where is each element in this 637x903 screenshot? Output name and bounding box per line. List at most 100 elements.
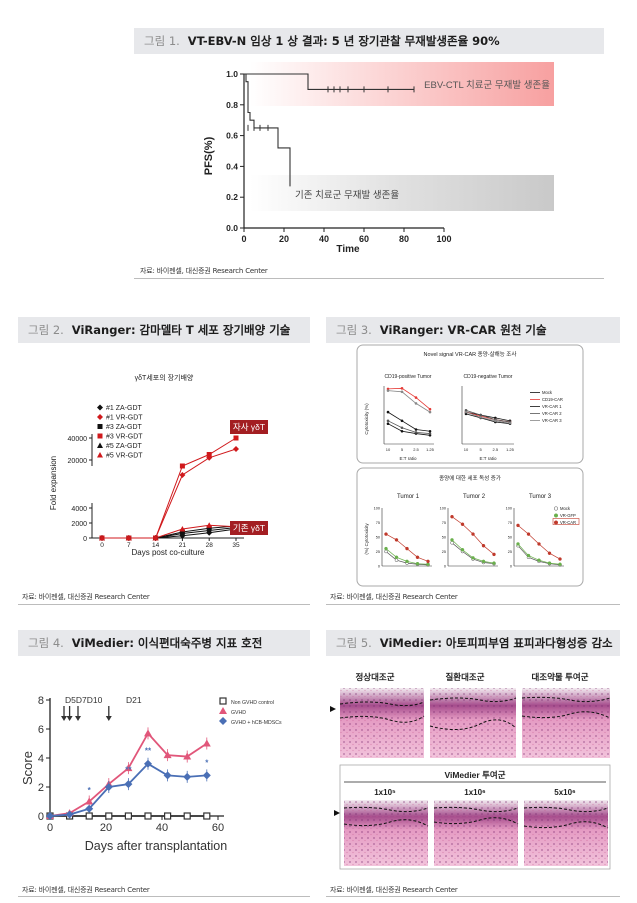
f4-ylabel: Score [20,751,35,785]
f2-point [206,527,213,533]
f3-bottom-point [450,538,454,542]
f4-x-tick-label: 40 [156,822,168,834]
f2-point [233,435,239,441]
figure-4-label: 그림 4. [28,636,64,650]
f4-annot-early: D5D7D10 [65,695,103,705]
f3-b2-title: Tumor 2 [463,494,486,500]
f3-top-point [508,421,512,425]
f3-bottom-point [481,543,486,548]
figure-4-source: 자료: 바이젠셀, 대신증권 Research Center [22,886,150,894]
f3-bottom-point [547,561,552,565]
f2-point [179,526,186,532]
f2-x-tick-label: 14 [152,542,160,549]
f4-point [85,812,93,820]
f3-top-point [414,396,418,399]
f4-y-tick-label: 2 [38,782,44,794]
f3-b3-title: Tumor 3 [529,494,552,500]
f3-top-point [386,410,390,414]
figure-5-source: 자료: 바이젠셀, 대신증권 Research Center [330,886,458,894]
f3-top-x-tick: 5 [401,447,404,452]
f4-point [124,780,133,789]
f5-row1-label-3: 대조약물 투여군 [531,672,588,682]
f3-bottom-y-tick: 0 [510,565,512,569]
f3-bottom-legend-label: VR-CAR [560,520,576,525]
f2-point [206,454,213,461]
f4-significance-mark: * [205,758,209,767]
f3-top-point [386,422,390,425]
f3-top-point [414,431,418,434]
f3-top-point [400,387,404,390]
f5-panel-dose-1 [343,800,429,866]
f3-bottom-point [405,559,409,564]
f3-bottom-legend-label: Mock [560,506,571,511]
f3-b1-title: Tumor 1 [397,494,420,500]
f4-significance-mark: ** [125,766,132,775]
figure-5-label: 그림 5. [336,636,372,650]
f4-point [85,797,94,805]
f3-p1-ylabel: Cytotoxicity (%) [364,403,369,435]
f3-top-x-tick: 5 [480,447,483,452]
figure-1-rule [134,278,604,279]
f1-series-line [244,73,291,187]
f2-legend-marker [97,442,103,448]
f3-top-legend-label: VR-CAR 3 [542,418,562,423]
f4-point [124,764,133,772]
f3-bottom-point [450,541,454,545]
f3-top-point [428,432,432,435]
f2-y-tick-label: 0 [83,536,87,543]
f3-bottom-point [537,558,541,562]
f3-bottom-y-tick: 50 [442,536,446,540]
ebv-ctl-band [250,62,554,106]
f3-top-title: Novel signal VR-CAR 종양-살해능 조사 [424,350,517,358]
ebv-ctl-label: EBV-CTL 치료군 무재발 생존율 [424,79,550,91]
f2-legend-label: #1 VR-GDT [106,415,143,422]
f3-bottom-point [384,532,388,536]
f4-legend-label: GVHD + hCB-MDSCs [231,720,282,726]
f3-bottom-point [450,514,454,519]
arrow-marker-1 [330,706,336,712]
figure-4-title: 그림 4. ViMedier: 이식편대숙주병 지표 호전 [18,630,310,656]
f2-point [179,530,186,536]
figure-3-title: 그림 3. ViRanger: VR-CAR 원천 기술 [326,317,620,343]
f3-top-point [414,428,418,431]
f1-series-line [244,73,414,90]
f3-top-series [465,413,511,425]
f3-top-series [387,390,431,413]
f3-bottom-point [526,532,531,536]
f2-point [206,452,212,457]
f2-xlabel: Days post co-culture [132,548,205,557]
figure-3-chart: Novel signal VR-CAR 종양-살해능 조사 CD19-posit… [356,344,584,587]
f3-bottom-point [492,561,496,565]
f4-point [144,759,152,768]
f2-legend-label: #3 ZA-GDT [106,424,143,431]
f4-x-tick-label: 0 [47,822,53,834]
f2-point [125,535,132,541]
f2-series-line [102,448,237,539]
f3-bottom-point [394,558,399,562]
figure-2-title: 그림 2. ViRanger: 감마델타 T 세포 장기배양 기술 [18,317,310,343]
figure-2-chart: γδT세포의 장기배양 0 2000 4000 20000 40000 0 7 14 21 28 3… [49,373,268,557]
f2-point [99,535,105,541]
f4-annot-d21: D21 [126,695,142,705]
f3-bottom-point [460,522,465,526]
f2-x-tick-label: 21 [179,542,187,549]
f2-series-line [102,524,237,539]
f3-top-point [386,419,390,423]
f3-bottom-point [415,561,420,566]
f3-top-x-tick: 2.5 [493,447,499,452]
f3-bottom-y-tick: 50 [376,536,380,540]
f3-bottom-y-tick: 100 [374,507,380,511]
f2-legend-marker [97,452,103,458]
f4-injection-arrowhead [61,716,67,721]
f2-legend-label: #1 ZA-GDT [106,405,143,412]
f3-bottom-point [394,538,399,542]
f3-bottom-point [526,553,531,558]
f3-bottom-point [415,555,420,560]
f3-bottom-point [460,548,465,552]
f3-top-point [400,426,404,430]
f3-top-x-tick: 10 [386,447,391,452]
figure-1-label: 그림 1. [144,34,180,48]
f3-p2-title: CD19-negative Tumor [464,374,513,380]
f4-legend-marker [219,697,227,705]
figure-1-chart: 0 20 40 60 80 100 0.0 0.2 0.4 0.6 0.8 1.0 EBV-CTL 치… [203,62,554,255]
